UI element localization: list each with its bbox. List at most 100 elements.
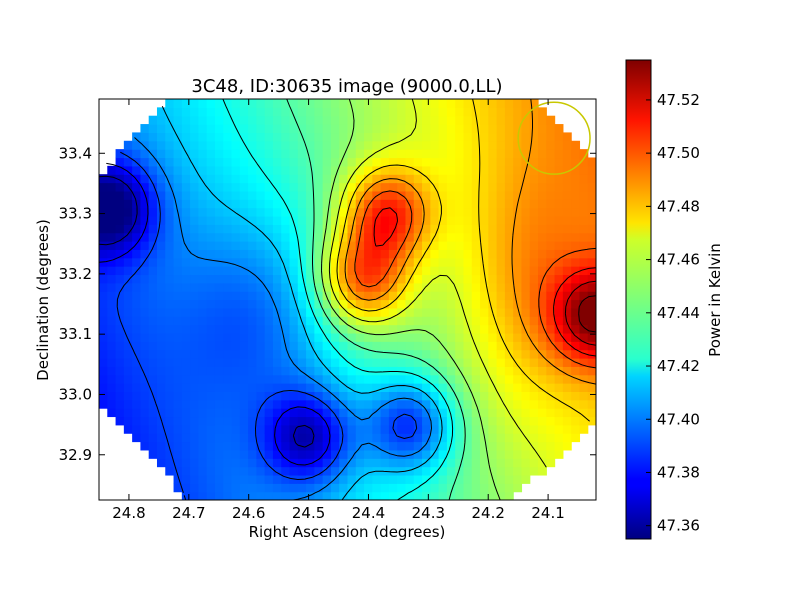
heatmap-cell [165,149,175,159]
heatmap-cell [339,483,349,493]
heatmap-cell [388,324,398,334]
heatmap-cell [571,324,581,334]
colorbar-tick-label: 47.50 [657,144,700,162]
heatmap-cell [339,491,349,500]
heatmap-cell [156,207,166,217]
heatmap-cell [455,124,465,134]
heatmap-cell [521,249,531,259]
heatmap-cell [248,483,257,493]
heatmap-cell [140,316,150,326]
heatmap-cell [156,316,166,326]
heatmap-cell [496,165,506,175]
heatmap-cell [446,257,456,267]
heatmap-cell [339,190,349,200]
heatmap-cell [206,483,216,493]
heatmap-cell [231,307,241,317]
heatmap-cell [256,182,266,192]
heatmap-cell [181,307,191,317]
heatmap-cell [546,199,556,209]
heatmap-cell [430,140,440,150]
heatmap-cell [297,316,307,326]
heatmap-cell [488,424,498,434]
heatmap-cell [355,291,365,301]
heatmap-cell [546,291,556,301]
heatmap-cell [181,207,191,217]
heatmap-cell [289,257,299,267]
heatmap-cell [488,458,498,468]
heatmap-cell [422,257,431,267]
heatmap-cell [306,107,315,117]
heatmap-cell [463,99,473,108]
heatmap-cell [248,366,257,376]
heatmap-cell [471,391,481,401]
heatmap-cell [322,249,332,259]
heatmap [99,99,596,500]
heatmap-cell [422,399,431,409]
heatmap-cell [446,115,456,125]
heatmap-cell [455,224,465,234]
heatmap-cell [504,324,514,334]
heatmap-cell [281,115,291,125]
heatmap-cell [355,190,365,200]
heatmap-cell [513,316,523,326]
heatmap-cell [571,366,581,376]
heatmap-cell [397,249,407,259]
heatmap-cell [529,399,539,409]
heatmap-cell [554,433,564,443]
heatmap-cell [132,224,142,234]
heatmap-cell [231,433,241,443]
heatmap-cell [214,140,224,150]
heatmap-cell [471,257,481,267]
heatmap-cell [529,257,539,267]
heatmap-cell [115,349,125,359]
heatmap-cell [181,99,191,108]
heatmap-cell [529,324,539,334]
heatmap-cell [140,182,150,192]
heatmap-cell [397,399,407,409]
heatmap-cell [388,441,398,451]
heatmap-cell [339,474,349,484]
heatmap-cell [314,491,324,500]
heatmap-cell [99,383,108,392]
heatmap-cell [181,357,191,367]
heatmap-cell [571,182,581,192]
heatmap-cell [413,399,423,409]
heatmap-cell [264,249,274,259]
heatmap-cell [214,124,224,134]
heatmap-cell [206,408,216,418]
heatmap-cell [488,157,498,167]
heatmap-cell [99,291,108,301]
heatmap-cell [181,383,191,392]
heatmap-cell [438,291,448,301]
heatmap-cell [529,182,539,192]
heatmap-cell [587,215,596,225]
heatmap-cell [223,366,233,376]
heatmap-cell [463,424,473,434]
heatmap-cell [173,316,183,326]
heatmap-cell [339,416,349,426]
heatmap-cell [364,458,373,468]
heatmap-cell [513,399,523,409]
heatmap-cell [538,157,547,167]
heatmap-cell [538,383,547,392]
heatmap-cell [397,149,407,159]
heatmap-cell [156,190,166,200]
heatmap-cell [330,274,340,284]
heatmap-cell [272,115,282,125]
heatmap-cell [364,165,373,175]
heatmap-cell [132,332,142,342]
heatmap-cell [198,408,208,418]
heatmap-cell [297,257,307,267]
heatmap-cell [107,182,117,192]
heatmap-cell [496,491,506,500]
heatmap-cell [123,224,133,234]
heatmap-cell [289,316,299,326]
heatmap-cell [413,274,423,284]
heatmap-cell [397,357,407,367]
heatmap-cell [455,132,465,142]
heatmap-cell [272,174,282,184]
heatmap-cell [322,266,332,276]
heatmap-cell [496,416,506,426]
heatmap-cell [413,341,423,351]
heatmap-cell [190,316,199,326]
